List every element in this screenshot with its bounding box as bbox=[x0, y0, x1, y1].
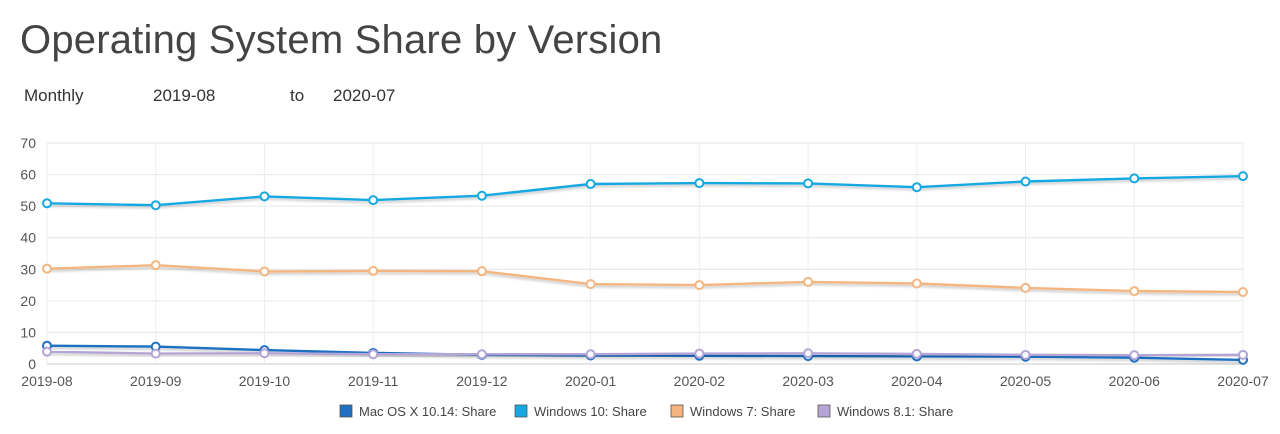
series-line bbox=[45, 174, 1245, 207]
chart-grid bbox=[46, 142, 1244, 365]
end-date-input[interactable]: 2020-07 bbox=[333, 86, 396, 105]
legend-label: Windows 10: Share bbox=[534, 404, 647, 419]
data-point[interactable] bbox=[911, 278, 922, 289]
y-tick-label: 60 bbox=[20, 167, 36, 183]
legend-label: Mac OS X 10.14: Share bbox=[359, 404, 496, 419]
legend-swatch bbox=[670, 404, 684, 418]
chart-title: Operating System Share by Version bbox=[20, 18, 663, 62]
y-tick-label: 50 bbox=[20, 198, 36, 214]
legend-label: Windows 8.1: Share bbox=[837, 404, 953, 419]
x-tick-label: 2020-03 bbox=[782, 373, 834, 389]
y-tick-label: 20 bbox=[20, 293, 36, 309]
data-point[interactable] bbox=[476, 266, 487, 277]
x-tick-label: 2020-01 bbox=[565, 373, 617, 389]
data-point[interactable] bbox=[803, 276, 814, 287]
data-point[interactable] bbox=[368, 349, 379, 360]
data-point[interactable] bbox=[803, 178, 814, 189]
data-point[interactable] bbox=[694, 280, 705, 291]
series-line bbox=[45, 344, 1245, 362]
start-date-input[interactable]: 2019-08 bbox=[153, 86, 216, 105]
data-point[interactable] bbox=[1020, 176, 1031, 187]
range-separator-label: to bbox=[290, 86, 305, 105]
data-point[interactable] bbox=[368, 265, 379, 276]
series-line bbox=[45, 264, 1245, 294]
data-point[interactable] bbox=[694, 348, 705, 359]
y-tick-label: 30 bbox=[20, 261, 36, 277]
data-point[interactable] bbox=[259, 191, 270, 202]
legend-swatch bbox=[339, 404, 353, 418]
legend-item[interactable]: Windows 10: Share bbox=[514, 404, 647, 419]
legend-item[interactable]: Windows 7: Share bbox=[670, 404, 796, 419]
data-point[interactable] bbox=[259, 348, 270, 359]
data-point[interactable] bbox=[42, 346, 52, 357]
x-tick-label: 2020-05 bbox=[1000, 373, 1052, 389]
data-point[interactable] bbox=[368, 195, 379, 206]
data-point[interactable] bbox=[585, 279, 596, 290]
data-point[interactable] bbox=[911, 348, 922, 359]
data-point[interactable] bbox=[694, 178, 705, 189]
chart-legend: Mac OS X 10.14: Share Windows 10: Share Wi… bbox=[339, 404, 953, 419]
y-tick-label: 10 bbox=[20, 324, 36, 340]
data-point[interactable] bbox=[1129, 173, 1140, 184]
series-1 bbox=[42, 171, 1248, 211]
data-point[interactable] bbox=[1020, 282, 1031, 293]
x-tick-label: 2020-04 bbox=[891, 373, 943, 389]
data-point[interactable] bbox=[259, 266, 270, 277]
x-tick-label: 2019-10 bbox=[239, 373, 291, 389]
series-3 bbox=[42, 346, 1248, 361]
data-point[interactable] bbox=[476, 190, 487, 201]
y-axis: 0 10 20 30 40 50 60 70 bbox=[20, 135, 36, 372]
period-select[interactable]: Monthly bbox=[24, 86, 84, 105]
data-point[interactable] bbox=[585, 349, 596, 360]
data-point[interactable] bbox=[150, 200, 161, 211]
data-point[interactable] bbox=[911, 182, 922, 193]
x-tick-label: 2020-02 bbox=[674, 373, 726, 389]
data-point[interactable] bbox=[1129, 350, 1140, 361]
chart-series bbox=[42, 171, 1248, 365]
data-point[interactable] bbox=[1129, 286, 1140, 297]
x-tick-label: 2019-09 bbox=[130, 373, 182, 389]
data-point[interactable] bbox=[42, 198, 52, 209]
legend-swatch bbox=[514, 404, 528, 418]
legend-label: Windows 7: Share bbox=[690, 404, 796, 419]
x-tick-label: 2020-07 bbox=[1217, 373, 1269, 389]
y-tick-label: 40 bbox=[20, 230, 36, 246]
x-tick-label: 2019-08 bbox=[21, 373, 73, 389]
x-tick-label: 2019-11 bbox=[348, 373, 399, 389]
data-point[interactable] bbox=[585, 179, 596, 190]
data-point[interactable] bbox=[150, 260, 161, 271]
legend-item[interactable]: Windows 8.1: Share bbox=[817, 404, 953, 419]
date-range-controls: Monthly 2019-08 to 2020-07 bbox=[0, 86, 600, 108]
y-tick-label: 0 bbox=[28, 356, 36, 372]
data-point[interactable] bbox=[1238, 287, 1248, 298]
data-point[interactable] bbox=[150, 348, 161, 359]
legend-item[interactable]: Mac OS X 10.14: Share bbox=[339, 404, 496, 419]
data-point[interactable] bbox=[1238, 349, 1248, 360]
x-tick-label: 2020-06 bbox=[1109, 373, 1161, 389]
data-point[interactable] bbox=[803, 348, 814, 359]
data-point[interactable] bbox=[42, 263, 52, 274]
y-tick-label: 70 bbox=[20, 135, 36, 151]
x-tick-label: 2019-12 bbox=[456, 373, 508, 389]
data-point[interactable] bbox=[476, 349, 487, 360]
legend-swatch bbox=[817, 404, 831, 418]
x-axis: 2019-08 2019-09 2019-10 2019-11 2019-12 2020-… bbox=[21, 373, 1269, 389]
data-point[interactable] bbox=[1020, 349, 1031, 360]
data-point[interactable] bbox=[1238, 171, 1248, 182]
series-line bbox=[45, 350, 1245, 357]
series-2 bbox=[42, 260, 1248, 298]
